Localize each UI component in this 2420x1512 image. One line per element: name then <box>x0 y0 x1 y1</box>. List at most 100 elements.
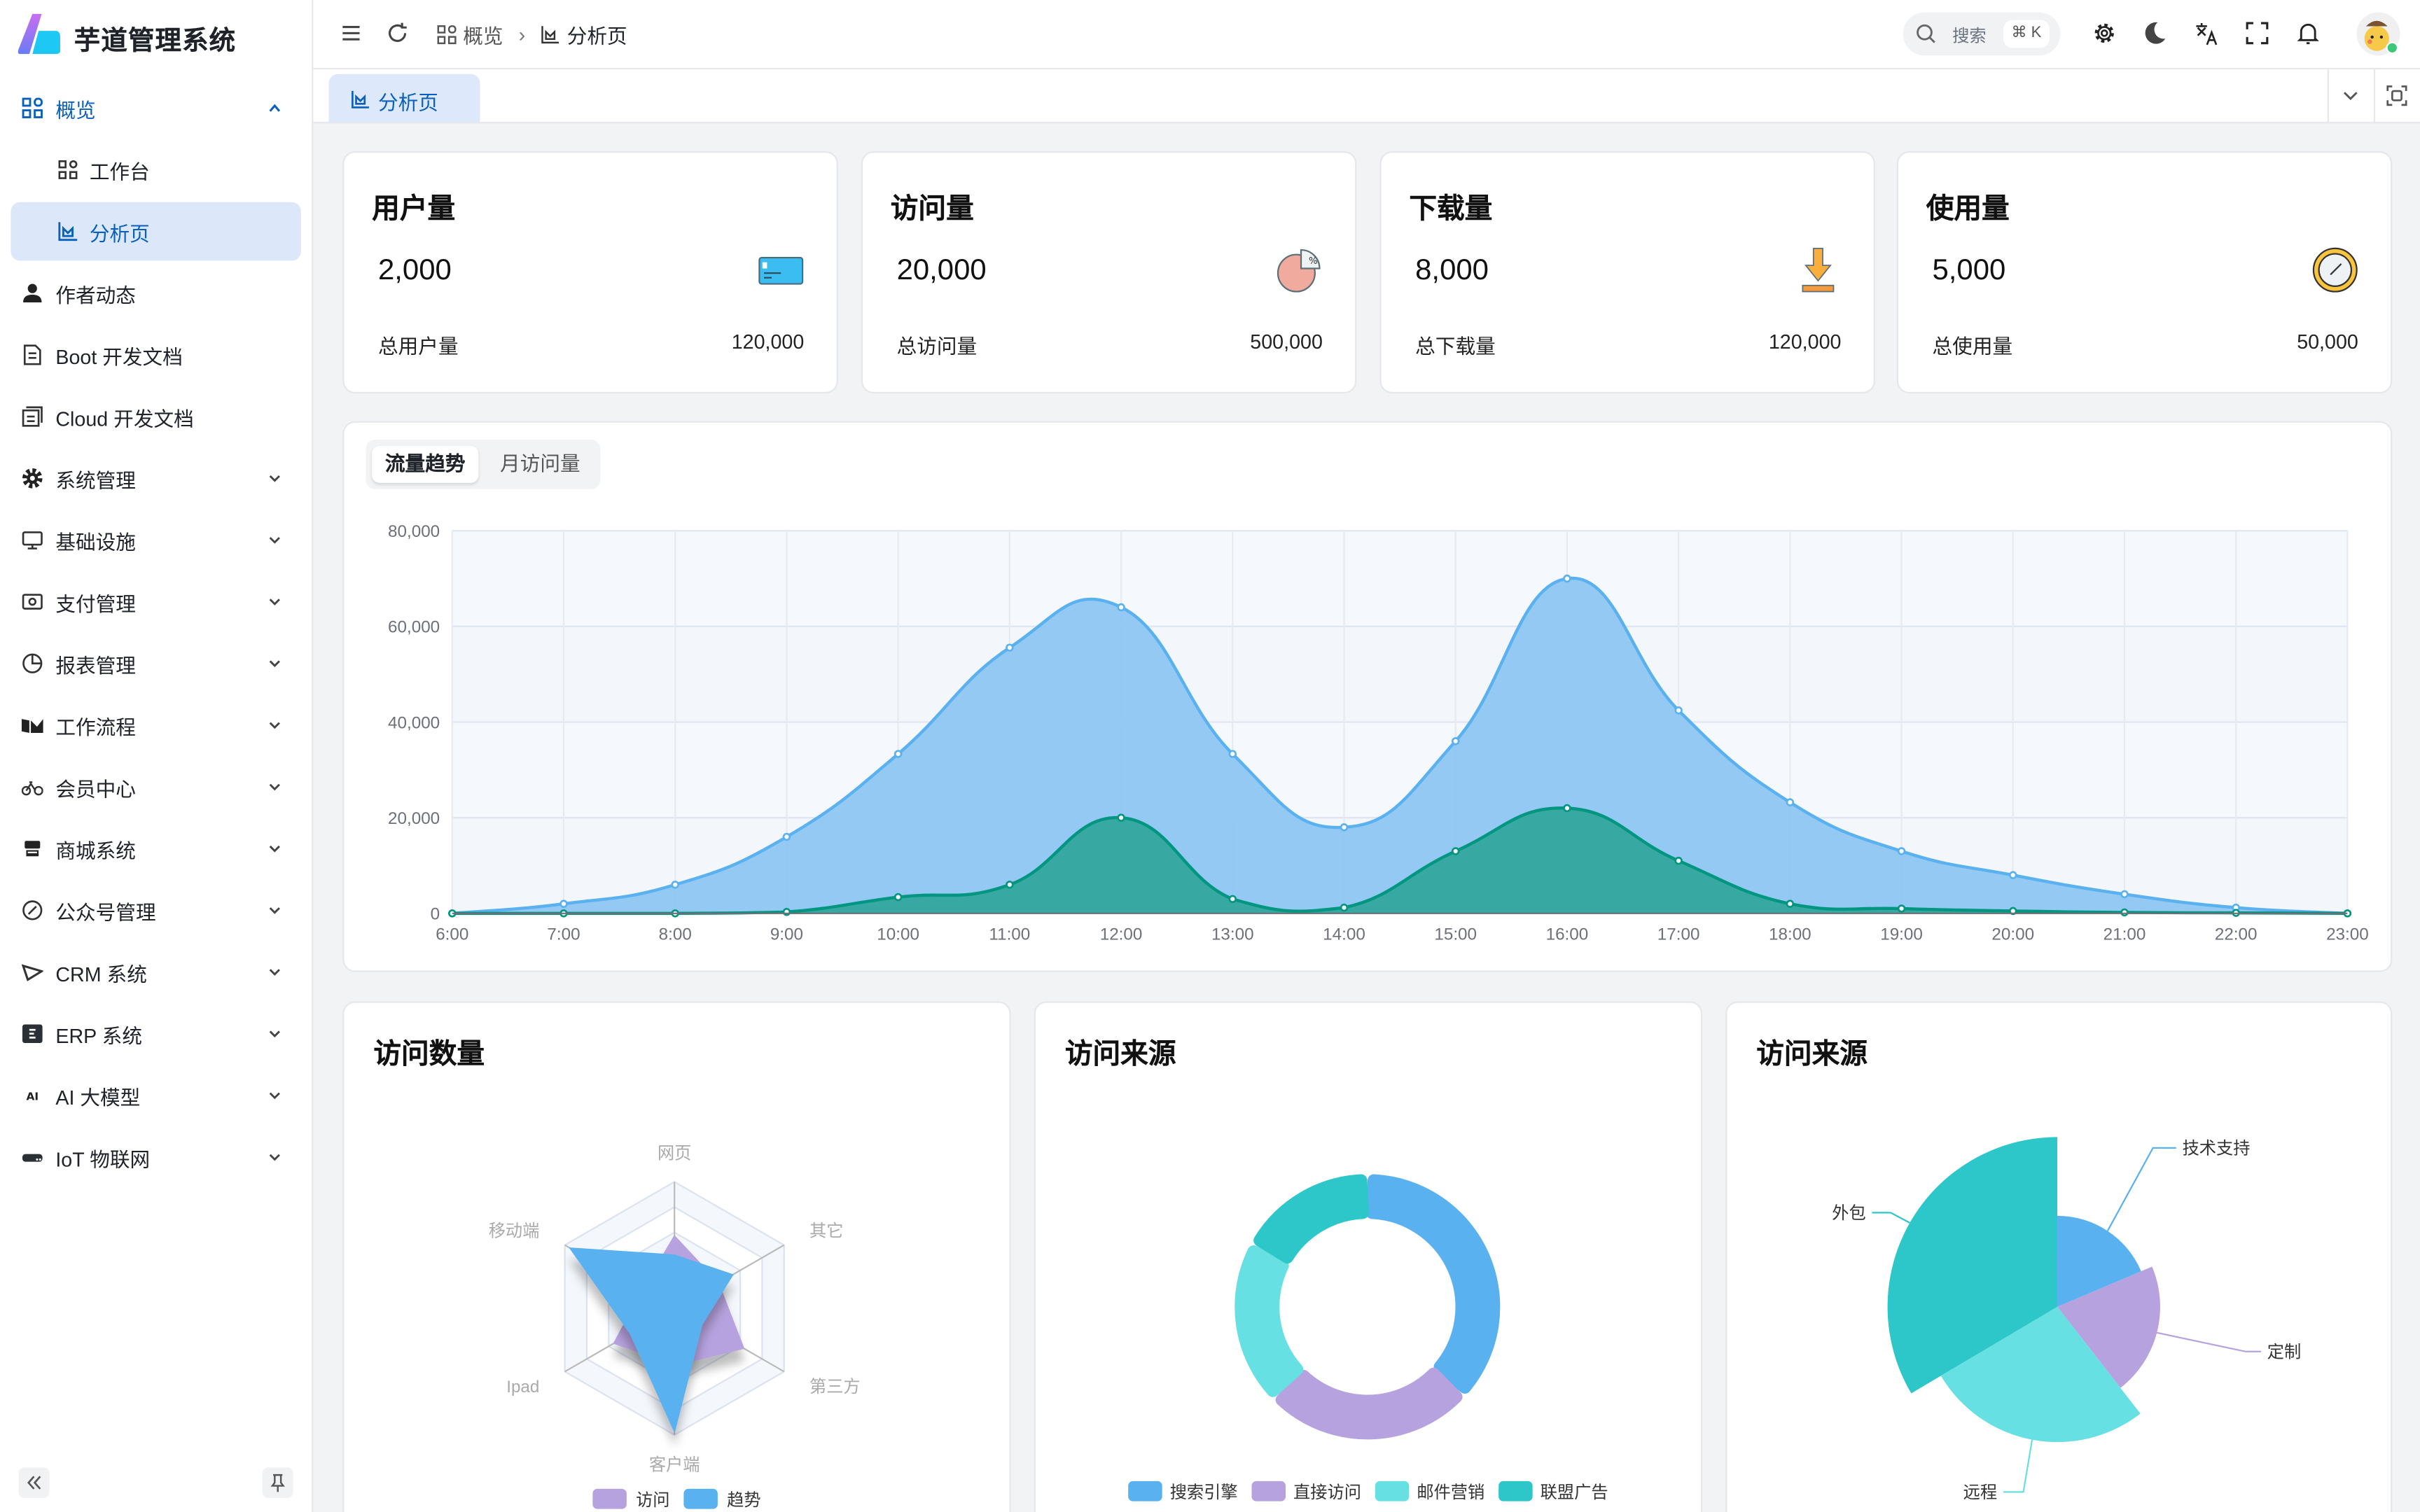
sidebar-item-system[interactable]: 系统管理 <box>0 447 312 509</box>
x-tick-label: 9:00 <box>770 925 803 944</box>
rose-slice <box>1887 1137 2058 1394</box>
sidebar-item-label: 概览 <box>55 97 96 122</box>
stat-value: 2,000 <box>377 254 452 287</box>
legend-swatch <box>592 1488 627 1509</box>
x-tick-label: 21:00 <box>2103 925 2146 944</box>
x-tick-label: 6:00 <box>436 925 468 944</box>
dashboard-icon <box>22 97 43 118</box>
sidebar-item-iot[interactable]: IoT 物联网 <box>0 1126 312 1188</box>
rose-slice-label: 远程 <box>1963 1483 1997 1502</box>
app-title: 芋道管理系统 <box>74 26 237 56</box>
x-tick-label: 11:00 <box>989 925 1030 944</box>
search-placeholder: 搜索 <box>1952 27 1987 47</box>
stat-footer-label: 总下载量 <box>1415 335 1496 358</box>
translate-icon[interactable] <box>2193 20 2219 46</box>
refresh-icon[interactable] <box>384 20 410 46</box>
radar-indicator-label: Ipad <box>506 1378 539 1396</box>
svg-text:AI: AI <box>26 1091 39 1103</box>
legend-label: 趋势 <box>727 1491 760 1510</box>
stat-footer-label: 总使用量 <box>1932 335 2013 358</box>
x-tick-label: 7:00 <box>547 925 580 944</box>
menu-toggle-icon[interactable] <box>338 20 364 46</box>
sidebar-item-reports[interactable]: 报表管理 <box>0 633 312 694</box>
sidebar-item-erp[interactable]: ERP 系统 <box>0 1003 312 1065</box>
fullscreen-icon[interactable] <box>2244 20 2270 46</box>
chevron-up-icon <box>269 104 281 112</box>
tab-traffic-trend[interactable]: 流量趋势 <box>372 445 479 483</box>
sidebar-item-wechat-mp[interactable]: 公众号管理 <box>0 879 312 941</box>
collapse-sidebar-icon[interactable] <box>18 1467 50 1499</box>
radar-indicator-label: 移动端 <box>489 1222 540 1241</box>
stat-title: 访问量 <box>890 192 974 224</box>
tab-bar: 分析页 <box>313 69 2420 124</box>
chevron-down-icon <box>269 598 280 606</box>
data-point <box>1006 881 1014 889</box>
breadcrumb-overview[interactable]: 概览 <box>463 24 503 48</box>
sidebar-item-author-news[interactable]: 作者动态 <box>0 262 312 324</box>
x-tick-label: 17:00 <box>1657 925 1700 944</box>
tab-monthly-visits[interactable]: 月访问量 <box>500 451 580 475</box>
x-tick-label: 22:00 <box>2215 925 2258 944</box>
legend-swatch <box>683 1488 718 1509</box>
notification-bell-icon[interactable] <box>2295 20 2321 46</box>
data-point <box>1451 847 1460 855</box>
compass-icon <box>22 900 43 920</box>
sidebar-item-mall[interactable]: 商城系统 <box>0 818 312 879</box>
search-icon <box>1917 24 1935 43</box>
dark-mode-icon[interactable] <box>2142 20 2168 46</box>
donut-slice <box>1235 1245 1304 1397</box>
sidebar-item-infra[interactable]: 基础设施 <box>0 509 312 570</box>
x-tick-label: 18:00 <box>1769 925 1811 944</box>
data-point <box>782 832 791 841</box>
tab-label: 分析页 <box>377 91 438 115</box>
sidebar-item-overview[interactable]: 概览 <box>0 77 312 139</box>
sidebar-item-crm[interactable]: CRM 系统 <box>0 941 312 1002</box>
legend-swatch <box>1375 1480 1410 1502</box>
x-tick-label: 14:00 <box>1323 925 1365 944</box>
tab-analysis[interactable]: 分析页 <box>328 74 480 122</box>
sidebar-item-members[interactable]: 会员中心 <box>0 756 312 818</box>
settings-icon[interactable] <box>2092 20 2118 46</box>
sidebar-item-cloud-docs[interactable]: Cloud 开发文档 <box>0 386 312 447</box>
maximize-content-icon[interactable] <box>2386 85 2408 106</box>
data-point <box>1451 737 1460 746</box>
x-tick-label: 10:00 <box>877 925 919 944</box>
search-button[interactable]: 搜索 ⌘ K <box>1903 12 2061 56</box>
stat-footer-value: 120,000 <box>1768 330 1842 354</box>
sidebar-item-label: 基础设施 <box>55 530 136 554</box>
data-point <box>1006 643 1014 652</box>
sidebar-item-analysis[interactable]: 分析页 <box>11 202 301 261</box>
pin-icon[interactable] <box>262 1467 293 1499</box>
tabs-dropdown-icon[interactable] <box>2339 85 2361 106</box>
data-point <box>1674 706 1683 715</box>
radar-indicator-label: 网页 <box>658 1144 691 1163</box>
user-avatar[interactable] <box>2356 12 2400 56</box>
rose-slice-label: 定制 <box>2267 1343 2301 1362</box>
sidebar-item-label: 商城系统 <box>55 838 136 862</box>
sidebar-item-label: 分析页 <box>89 221 150 245</box>
dashboard-icon <box>437 25 457 45</box>
documents-icon <box>22 406 43 427</box>
data-point <box>1117 813 1125 822</box>
x-tick-label: 15:00 <box>1434 925 1477 944</box>
payment-icon <box>22 594 43 610</box>
sidebar-item-payment[interactable]: 支付管理 <box>0 571 312 633</box>
rose-label-line <box>2003 1439 2033 1493</box>
stat-title: 使用量 <box>1926 192 2010 224</box>
traffic-area-chart: 0 20,000 40,000 60,000 80,000 6:00 7:00 8:00 9:0… <box>388 522 2369 944</box>
card-title: 访问来源 <box>1064 1038 1176 1070</box>
iot-icon <box>22 1154 43 1162</box>
sidebar-item-workspace[interactable]: 工作台 <box>0 139 312 200</box>
logo-icon <box>18 13 60 55</box>
sidebar-item-workflow[interactable]: 工作流程 <box>0 694 312 756</box>
chevron-down-icon <box>269 907 280 914</box>
divider <box>2373 69 2376 122</box>
sidebar-item-boot-docs[interactable]: Boot 开发文档 <box>0 324 312 386</box>
radar-indicator-label: 第三方 <box>809 1378 861 1396</box>
stat-card-visits: 访问量 20,000 % 总访问量 500,000 <box>861 150 1357 394</box>
pie-chart-icon <box>22 653 43 673</box>
data-point <box>2120 890 2129 899</box>
document-icon <box>23 344 41 365</box>
sidebar-item-ai[interactable]: AI AI 大模型 <box>0 1065 312 1126</box>
divider <box>2327 69 2329 122</box>
